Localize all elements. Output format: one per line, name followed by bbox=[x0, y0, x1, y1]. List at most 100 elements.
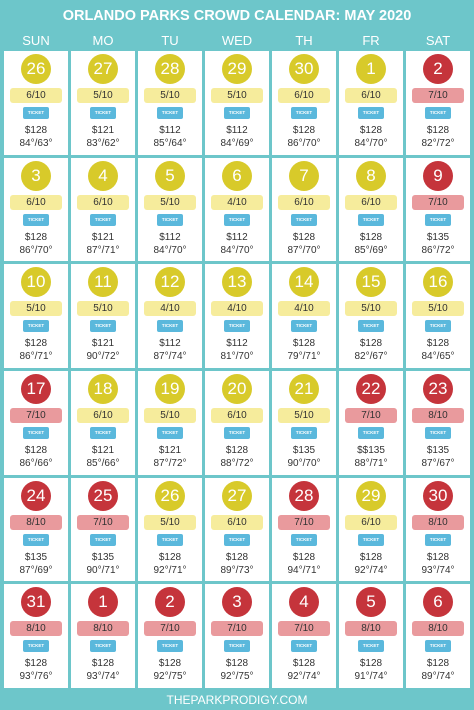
ticket-price: $128 bbox=[292, 125, 316, 136]
day-number: 25 bbox=[88, 480, 118, 511]
ticket-price: $135 bbox=[91, 551, 115, 563]
ticket-icon: TICKET bbox=[358, 640, 384, 653]
day-number: 28 bbox=[289, 480, 319, 511]
temperature: 84°/70° bbox=[354, 138, 388, 149]
crowd-level: 7/10 bbox=[77, 514, 129, 530]
day-cell: 29 5/10 TICKET $112 84°/69° bbox=[205, 51, 269, 155]
ticket-price: $128 bbox=[359, 125, 383, 136]
day-number: 24 bbox=[21, 480, 51, 511]
ticket-icon: TICKET bbox=[90, 640, 116, 653]
day-number: 14 bbox=[289, 267, 319, 298]
temperature: 93°/74° bbox=[86, 671, 120, 683]
temperature: 92°/75° bbox=[220, 671, 254, 683]
ticket-price: $128 bbox=[24, 125, 48, 136]
crowd-level: 8/10 bbox=[412, 514, 464, 530]
ticket-icon: TICKET bbox=[23, 213, 49, 226]
crowd-level: 7/10 bbox=[144, 621, 196, 637]
ticket-icon: TICKET bbox=[224, 213, 250, 226]
ticket-price: $128 bbox=[426, 125, 450, 136]
day-cell: 25 7/10 TICKET $135 90°/71° bbox=[71, 477, 135, 582]
day-cell: 21 5/10 TICKET $135 90°/70° bbox=[272, 370, 336, 475]
day-cell: 17 7/10 TICKET $128 86°/66° bbox=[4, 370, 68, 475]
crowd-level: 7/10 bbox=[412, 194, 464, 210]
temperature: 90°/71° bbox=[86, 564, 120, 576]
ticket-icon: TICKET bbox=[291, 320, 317, 333]
crowd-level: 5/10 bbox=[144, 514, 196, 530]
temperature: 87°/70° bbox=[287, 244, 321, 256]
crowd-level: 5/10 bbox=[211, 88, 263, 103]
temperature: 92°/74° bbox=[354, 564, 388, 576]
crowd-level: 6/10 bbox=[345, 514, 397, 530]
day-number: 11 bbox=[88, 267, 118, 298]
day-cell: 2 7/10 TICKET $128 82°/72° bbox=[406, 51, 470, 155]
ticket-icon: TICKET bbox=[291, 533, 317, 546]
ticket-price: $128 bbox=[359, 338, 383, 350]
day-cell: 7 6/10 TICKET $128 87°/70° bbox=[272, 157, 336, 262]
temperature: 87°/69° bbox=[19, 564, 53, 576]
day-number: 26 bbox=[155, 480, 185, 511]
temperature: 93°/76° bbox=[19, 671, 53, 683]
temperature: 82°/72° bbox=[421, 138, 455, 149]
crowd-level: 4/10 bbox=[144, 301, 196, 317]
day-number: 20 bbox=[222, 373, 252, 404]
temperature: 85°/69° bbox=[354, 244, 388, 256]
day-number: 16 bbox=[423, 267, 453, 298]
temperature: 92°/74° bbox=[287, 671, 321, 683]
ticket-price: $135 bbox=[426, 231, 450, 243]
ticket-price: $135 bbox=[292, 444, 316, 456]
ticket-icon: TICKET bbox=[90, 426, 116, 439]
day-cell: 12 4/10 TICKET $112 87°/74° bbox=[138, 264, 202, 368]
ticket-price: $128 bbox=[292, 231, 316, 243]
temperature: 86°/72° bbox=[421, 244, 455, 256]
crowd-level: 4/10 bbox=[278, 301, 330, 317]
day-number: 21 bbox=[289, 373, 319, 404]
day-cell: 24 8/10 TICKET $135 87°/69° bbox=[4, 477, 68, 582]
ticket-icon: TICKET bbox=[291, 426, 317, 439]
day-number: 12 bbox=[155, 267, 185, 298]
crowd-level: 7/10 bbox=[412, 88, 464, 103]
temperature: 90°/70° bbox=[287, 457, 321, 469]
temperature: 85°/66° bbox=[86, 457, 120, 469]
ticket-icon: TICKET bbox=[224, 533, 250, 546]
temperature: 91°/74° bbox=[354, 671, 388, 683]
temperature: 87°/71° bbox=[86, 244, 120, 256]
ticket-icon: TICKET bbox=[23, 533, 49, 546]
crowd-level: 8/10 bbox=[10, 514, 62, 530]
temperature: 84°/63° bbox=[19, 138, 53, 149]
ticket-price: $128 bbox=[426, 658, 450, 670]
crowd-level: 8/10 bbox=[345, 621, 397, 637]
day-cell: 11 5/10 TICKET $121 90°/72° bbox=[71, 264, 135, 368]
ticket-icon: TICKET bbox=[425, 213, 451, 226]
temperature: 86°/66° bbox=[19, 457, 53, 469]
temperature: 87°/74° bbox=[153, 351, 187, 363]
ticket-icon: TICKET bbox=[90, 107, 116, 119]
day-cell: 30 8/10 TICKET $128 93°/74° bbox=[406, 477, 470, 582]
temperature: 83°/62° bbox=[86, 138, 120, 149]
ticket-price: $112 bbox=[226, 231, 248, 243]
ticket-price: $121 bbox=[158, 444, 182, 456]
ticket-price: $128 bbox=[91, 658, 115, 670]
crowd-level: 7/10 bbox=[211, 621, 263, 637]
temperature: 87°/72° bbox=[153, 457, 187, 469]
crowd-level: 7/10 bbox=[278, 621, 330, 637]
day-number: 6 bbox=[423, 587, 453, 618]
ticket-icon: TICKET bbox=[425, 640, 451, 653]
crowd-level: 6/10 bbox=[77, 407, 129, 423]
ticket-icon: TICKET bbox=[157, 320, 183, 333]
day-cell: 3 7/10 TICKET $128 92°/75° bbox=[205, 584, 269, 688]
day-number: 7 bbox=[289, 160, 319, 191]
temperature: 90°/72° bbox=[86, 351, 120, 363]
day-cell: 9 7/10 TICKET $135 86°/72° bbox=[406, 157, 470, 262]
ticket-price: $128 bbox=[158, 658, 182, 670]
day-number: 29 bbox=[222, 54, 252, 84]
ticket-price: $112 bbox=[226, 125, 248, 136]
ticket-price: $112 bbox=[226, 338, 248, 350]
ticket-icon: TICKET bbox=[23, 640, 49, 653]
day-number: 15 bbox=[356, 267, 386, 298]
day-number: 8 bbox=[356, 160, 386, 191]
day-number: 3 bbox=[222, 587, 252, 618]
ticket-icon: TICKET bbox=[358, 426, 384, 439]
day-cell: 30 6/10 TICKET $128 86°/70° bbox=[272, 51, 336, 155]
day-cell: 6 8/10 TICKET $128 89°/74° bbox=[406, 584, 470, 688]
